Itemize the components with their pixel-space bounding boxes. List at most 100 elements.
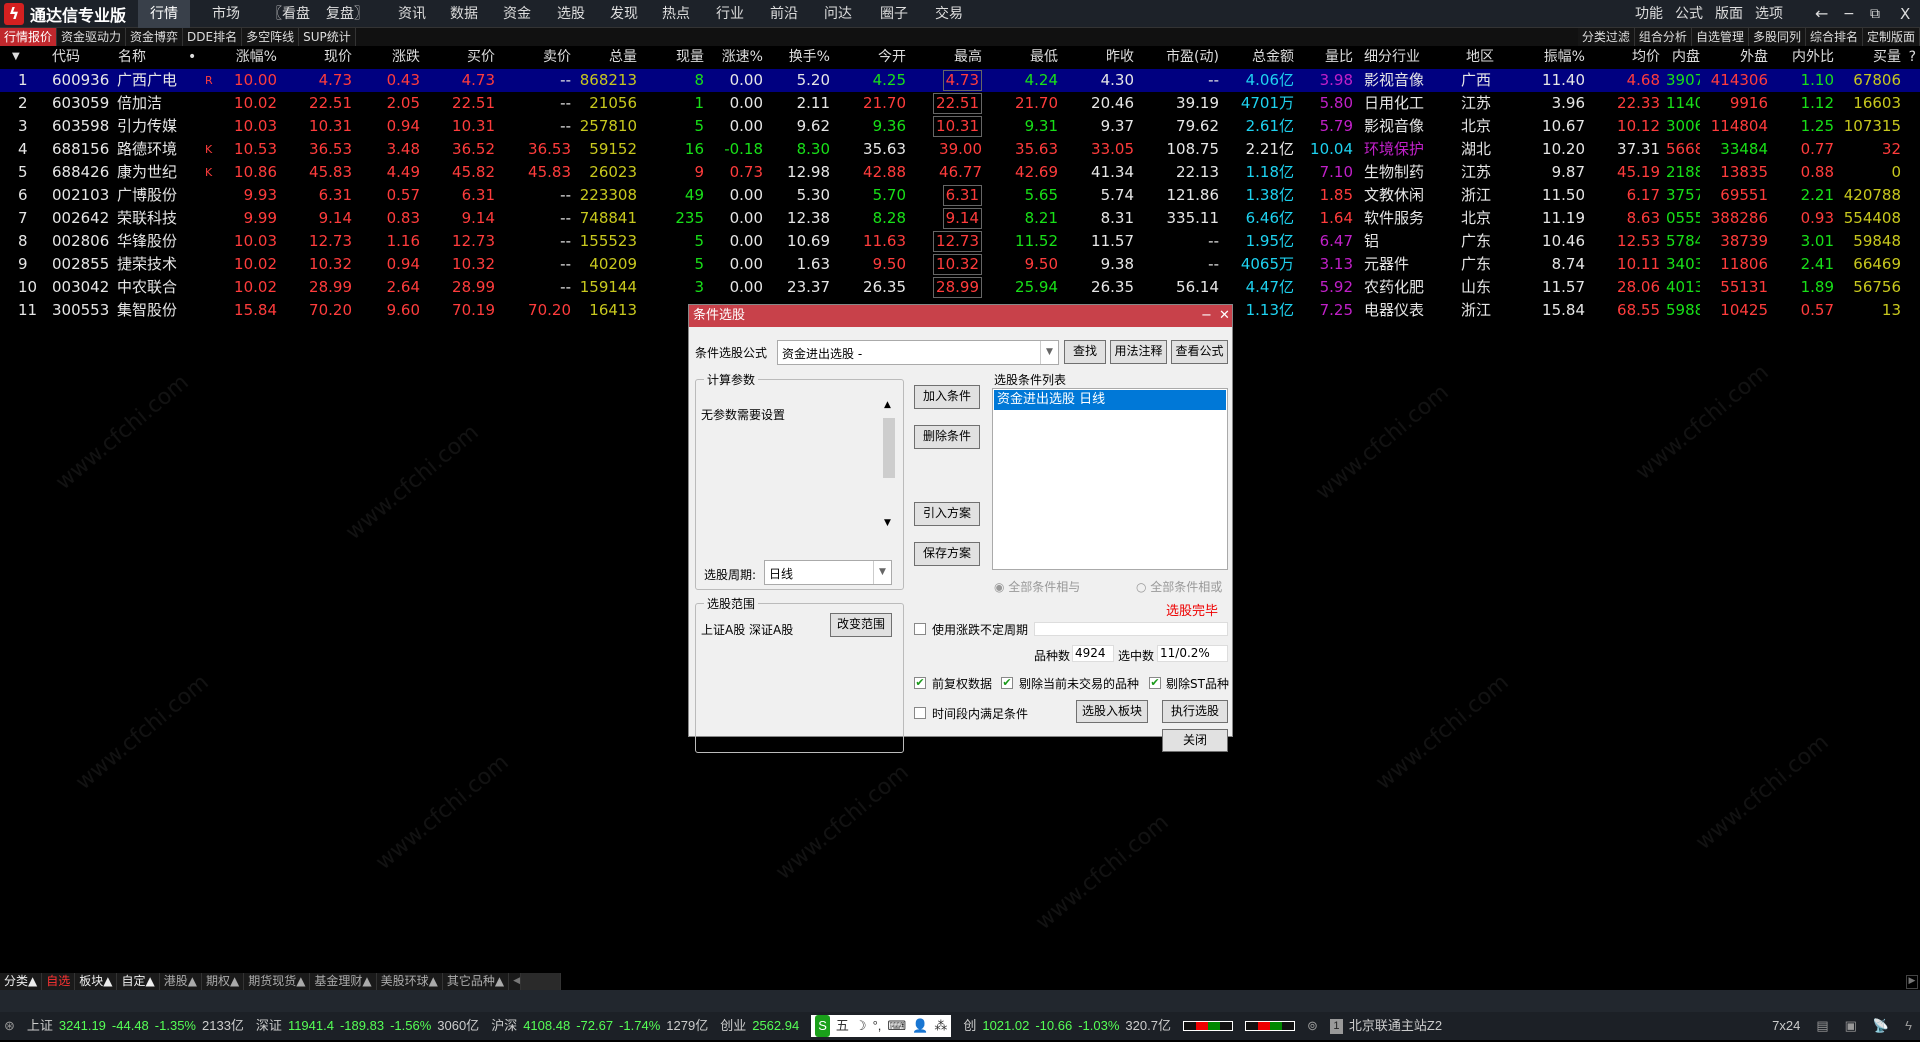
menu-10[interactable]: 行业 bbox=[716, 6, 744, 22]
notes-icon[interactable]: ▤ bbox=[1816, 1018, 1829, 1033]
delete-condition-button[interactable]: 删除条件 bbox=[914, 425, 980, 449]
user-icon[interactable]: 👤 bbox=[912, 1018, 929, 1033]
table-row[interactable]: 5 688426 康为世纪 K 10.86 45.83 4.49 45.82 45.83 2602… bbox=[0, 161, 1920, 184]
tab-2[interactable]: 资金博弈 bbox=[126, 28, 184, 46]
menu-9[interactable]: 热点 bbox=[662, 6, 690, 22]
table-row[interactable]: 3 603598 引力传媒 10.03 10.31 0.94 10.31 -- 257810 5 0… bbox=[0, 115, 1920, 138]
column-header[interactable]: 涨速% bbox=[721, 49, 763, 65]
column-header[interactable]: 最低 bbox=[1030, 49, 1058, 65]
close-icon[interactable]: X bbox=[1900, 5, 1911, 23]
column-header[interactable]: 卖价 bbox=[543, 49, 571, 65]
conditions-list[interactable]: 资金进出选股 日线 bbox=[992, 388, 1228, 570]
column-header[interactable]: 均价 bbox=[1632, 49, 1660, 65]
import-plan-button[interactable]: 引入方案 bbox=[914, 502, 980, 526]
apps-icon[interactable]: ⁂ bbox=[934, 1018, 948, 1033]
view-formula-button[interactable]: 查看公式 bbox=[1171, 340, 1228, 364]
period-select[interactable]: 日线 ▼ bbox=[764, 560, 892, 585]
column-header[interactable]: 涨跌 bbox=[392, 49, 420, 65]
tab-right-2[interactable]: 自选管理 bbox=[1691, 28, 1749, 46]
menu-11[interactable]: 前沿 bbox=[770, 6, 798, 22]
column-header[interactable]: 市盈(动) bbox=[1166, 49, 1219, 65]
dialog-minimize-icon[interactable]: − bbox=[1201, 308, 1212, 323]
column-header[interactable]: 代码 bbox=[52, 49, 80, 65]
menu-1[interactable]: 市场 bbox=[212, 6, 240, 22]
fq-checkbox[interactable]: ✔ bbox=[914, 676, 926, 689]
tab-right-5[interactable]: 定制版面 bbox=[1862, 28, 1920, 46]
menu-13[interactable]: 圈子 bbox=[880, 6, 908, 22]
index-kc[interactable]: 创 1021.02 -10.66 -1.03% 320.7亿 bbox=[963, 1012, 1171, 1040]
scroll-thumb[interactable] bbox=[883, 418, 895, 478]
dialog-titlebar[interactable]: 条件选股 − ✕ bbox=[689, 305, 1232, 327]
tab-right-3[interactable]: 多股同列 bbox=[1748, 28, 1806, 46]
condition-item[interactable]: 资金进出选股 日线 bbox=[994, 390, 1226, 410]
restore-icon[interactable]: ⧉ bbox=[1870, 6, 1880, 22]
index-cy[interactable]: 创业 2562.94 bbox=[720, 1012, 799, 1040]
tab-right-0[interactable]: 分类过滤 bbox=[1577, 28, 1635, 46]
index-sh[interactable]: 上证 3241.19 -44.48 -1.35% 2133亿 bbox=[27, 1012, 244, 1040]
sogou-icon[interactable]: S bbox=[815, 1015, 830, 1037]
table-row[interactable]: 4 688156 路德环境 K 10.53 36.53 3.48 36.52 36.53 5915… bbox=[0, 138, 1920, 161]
column-header[interactable]: 细分行业 bbox=[1364, 49, 1420, 65]
column-header[interactable]: 今开 bbox=[878, 49, 906, 65]
column-header[interactable]: 外盘 bbox=[1740, 49, 1768, 65]
bottom-tab-9[interactable]: 其它品种▲ bbox=[442, 973, 510, 990]
execute-button[interactable]: 执行选股 bbox=[1162, 700, 1228, 723]
bottom-tab-0[interactable]: 分类▲ bbox=[0, 973, 43, 990]
tab-3[interactable]: DDE排名 bbox=[183, 28, 243, 46]
ime-wubi-icon[interactable]: 五 bbox=[835, 1018, 849, 1033]
tab-scrollbar[interactable] bbox=[521, 973, 562, 990]
close-button[interactable]: 关闭 bbox=[1162, 729, 1228, 752]
change-range-button[interactable]: 改变范围 bbox=[830, 613, 892, 637]
use-period-checkbox[interactable] bbox=[914, 623, 926, 635]
satellite-icon[interactable]: 📡 bbox=[1872, 1018, 1890, 1033]
column-header[interactable]: 昨收 bbox=[1106, 49, 1134, 65]
column-header[interactable]: 最高 bbox=[954, 49, 982, 65]
column-header[interactable]: 买量 bbox=[1873, 49, 1901, 65]
index-sz[interactable]: 深证 11941.4 -189.83 -1.56% 3060亿 bbox=[256, 1012, 479, 1040]
table-row[interactable]: 9 002855 捷荣技术 10.02 10.32 0.94 10.32 -- 40209 5 0.… bbox=[0, 253, 1920, 276]
ime-toolbar[interactable]: S 五 ☽ °, ⌨ 👤 ⁂ bbox=[811, 1015, 952, 1037]
index-hs[interactable]: 沪深 4108.48 -72.67 -1.74% 1279亿 bbox=[491, 1012, 708, 1040]
minimize-icon[interactable]: − bbox=[1843, 6, 1855, 22]
menu-options[interactable]: 选项 bbox=[1755, 6, 1783, 22]
menu-function[interactable]: 功能 bbox=[1635, 6, 1663, 22]
radio-and[interactable]: ◉ 全部条件相与 bbox=[994, 580, 1081, 594]
column-header[interactable]: 总量 bbox=[609, 49, 637, 65]
table-row[interactable]: 11 300553 集智股份 15.84 70.20 9.60 70.19 70.20 1641… bbox=[0, 299, 1920, 322]
table-row[interactable]: 2 603059 倍加洁 10.02 22.51 2.05 22.51 -- 21056 1 0.0… bbox=[0, 92, 1920, 115]
add-condition-button[interactable]: 加入条件 bbox=[914, 385, 980, 409]
menu-0[interactable]: 行情 bbox=[138, 0, 190, 28]
column-header[interactable]: 现量 bbox=[676, 49, 704, 65]
tab-0[interactable]: 行情报价 bbox=[0, 28, 58, 46]
punctuation-icon[interactable]: °, bbox=[872, 1018, 882, 1033]
menu-formula[interactable]: 公式 bbox=[1675, 6, 1703, 22]
column-header[interactable]: • bbox=[188, 49, 197, 65]
menu-8[interactable]: 发现 bbox=[610, 6, 638, 22]
dialog-close-icon[interactable]: ✕ bbox=[1219, 308, 1230, 323]
server-name[interactable]: 北京联通主站Z2 bbox=[1348, 1018, 1443, 1033]
column-header[interactable]: 振幅% bbox=[1543, 49, 1585, 65]
bottom-tab-6[interactable]: 期货现货▲ bbox=[244, 973, 311, 990]
tab-right-1[interactable]: 组合分析 bbox=[1634, 28, 1692, 46]
column-header[interactable]: 名称 bbox=[118, 49, 146, 65]
table-row[interactable]: 6 002103 广博股份 9.93 6.31 0.57 6.31 -- 223308 49 0.0… bbox=[0, 184, 1920, 207]
server-info[interactable]: 1 北京联通主站Z2 bbox=[1329, 1012, 1443, 1040]
keyboard-icon[interactable]: ⌨ bbox=[887, 1018, 907, 1033]
menu-3[interactable]: 复盘〗 bbox=[326, 6, 368, 22]
menu-12[interactable]: 问达 bbox=[824, 6, 852, 22]
table-row[interactable]: 10 003042 中农联合 10.02 28.99 2.64 28.99 -- 159144 3… bbox=[0, 276, 1920, 299]
back-icon[interactable]: ← bbox=[1815, 4, 1829, 23]
column-header[interactable]: ? bbox=[1908, 49, 1916, 65]
monitor-icon[interactable]: ▣ bbox=[1844, 1018, 1857, 1033]
column-header[interactable]: 现价 bbox=[324, 49, 352, 65]
params-scrollbar[interactable]: ▲ ▼ bbox=[882, 400, 896, 532]
menu-2[interactable]: 〖看盘 bbox=[268, 6, 310, 22]
menu-layout[interactable]: 版面 bbox=[1715, 6, 1743, 22]
exclude-st-checkbox[interactable]: ✔ bbox=[1149, 676, 1161, 689]
tab-right-4[interactable]: 综合排名 bbox=[1805, 28, 1863, 46]
bottom-tab-3[interactable]: 自定▲ bbox=[117, 973, 160, 990]
bottom-tab-8[interactable]: 美股环球▲ bbox=[376, 973, 443, 990]
moon-icon[interactable]: ☽ bbox=[854, 1018, 867, 1033]
formula-select[interactable]: 资金进出选股 - ▼ bbox=[777, 340, 1059, 365]
bottom-tab-1[interactable]: 自选 bbox=[42, 973, 76, 990]
